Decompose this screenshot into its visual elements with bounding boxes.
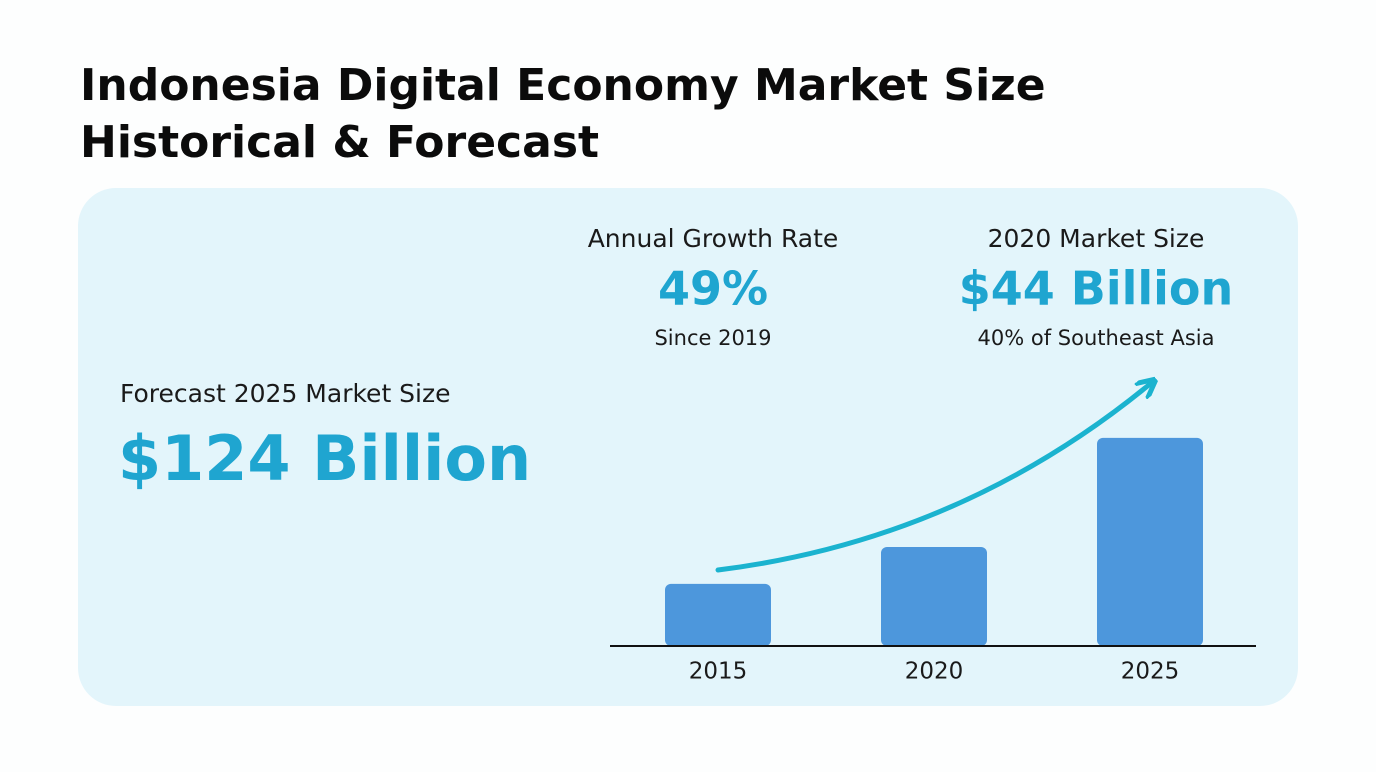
title-line: Indonesia Digital Economy Market Size [80, 60, 1046, 111]
stat-label: Annual Growth Rate [588, 224, 839, 253]
stat-value: $44 Billion [959, 262, 1234, 316]
bar [665, 583, 771, 646]
x-tick-label: 2015 [689, 659, 748, 685]
bar [1097, 437, 1203, 646]
bar-chart: 2015 2020 2025 [610, 384, 1256, 685]
title-line: Historical & Forecast [80, 117, 599, 168]
trend-arrow [715, 384, 1150, 573]
stat-label: Forecast 2025 Market Size [120, 379, 451, 408]
stat-note: Since 2019 [654, 326, 771, 350]
stat-note: 40% of Southeast Asia [978, 326, 1215, 350]
x-tick-label: 2025 [1121, 659, 1180, 685]
bar [881, 546, 987, 646]
stat-value: 49% [658, 262, 768, 316]
stat-value: $124 Billion [118, 422, 531, 495]
panel [78, 188, 1298, 706]
x-tick-label: 2020 [905, 659, 964, 685]
stat-label: 2020 Market Size [988, 224, 1205, 253]
